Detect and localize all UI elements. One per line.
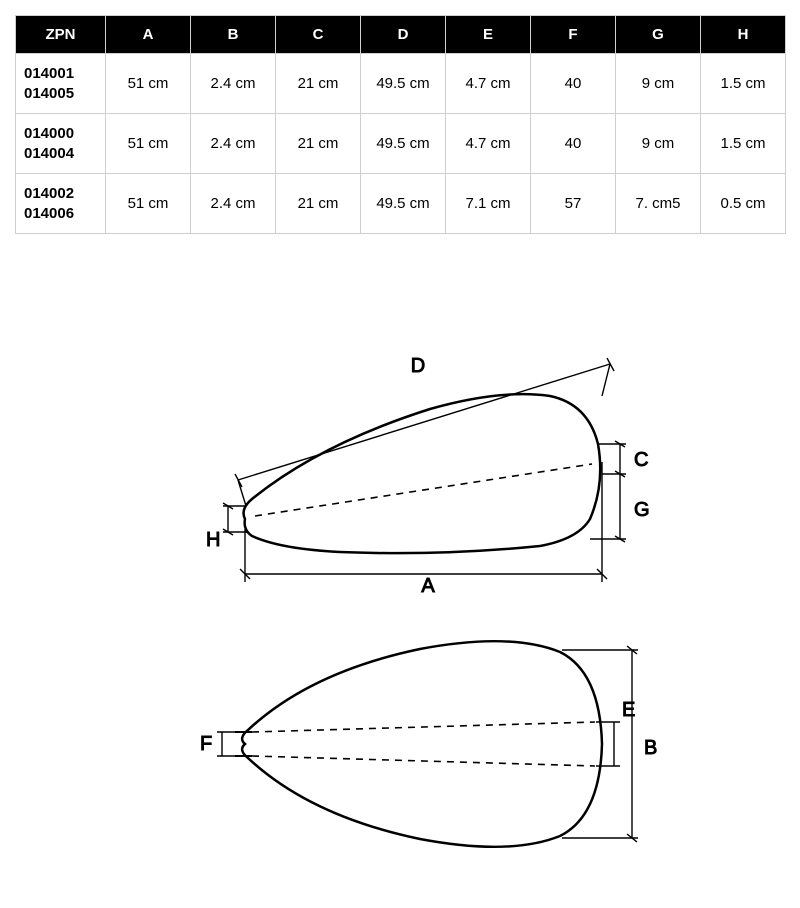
value-cell: 1.5 cm <box>701 114 786 174</box>
value-cell: 7.1 cm <box>446 174 531 234</box>
side-view: D A C <box>206 355 650 597</box>
value-cell: 21 cm <box>276 54 361 114</box>
col-header: F <box>531 16 616 54</box>
col-header: ZPN <box>16 16 106 54</box>
value-cell: 4.7 cm <box>446 114 531 174</box>
label-f: F <box>200 733 212 755</box>
col-header: B <box>191 16 276 54</box>
value-cell: 0.5 cm <box>701 174 786 234</box>
label-d: D <box>411 355 425 377</box>
diagram-svg: D A C <box>140 334 660 874</box>
label-h: H <box>206 529 220 551</box>
value-cell: 21 cm <box>276 114 361 174</box>
label-b: B <box>644 737 657 759</box>
value-cell: 2.4 cm <box>191 54 276 114</box>
label-e: E <box>622 699 635 721</box>
zpn-cell: 014000014004 <box>16 114 106 174</box>
col-header: D <box>361 16 446 54</box>
label-c: C <box>634 449 648 471</box>
table-head: ZPN A B C D E F G H <box>16 16 786 54</box>
label-a: A <box>421 575 435 597</box>
col-header: H <box>701 16 786 54</box>
value-cell: 40 <box>531 114 616 174</box>
table-row: 014002014006 51 cm 2.4 cm 21 cm 49.5 cm … <box>16 174 786 234</box>
top-view: B E F <box>200 641 657 847</box>
table-row: 014000014004 51 cm 2.4 cm 21 cm 49.5 cm … <box>16 114 786 174</box>
value-cell: 2.4 cm <box>191 174 276 234</box>
value-cell: 51 cm <box>106 114 191 174</box>
value-cell: 49.5 cm <box>361 114 446 174</box>
dimensions-table: ZPN A B C D E F G H 014001014005 51 cm 2… <box>15 15 786 234</box>
col-header: E <box>446 16 531 54</box>
table-body: 014001014005 51 cm 2.4 cm 21 cm 49.5 cm … <box>16 54 786 234</box>
zpn-cell: 014002014006 <box>16 174 106 234</box>
zpn-cell: 014001014005 <box>16 54 106 114</box>
value-cell: 51 cm <box>106 54 191 114</box>
value-cell: 4.7 cm <box>446 54 531 114</box>
value-cell: 40 <box>531 54 616 114</box>
dimension-diagram: D A C <box>15 334 785 874</box>
table-row: 014001014005 51 cm 2.4 cm 21 cm 49.5 cm … <box>16 54 786 114</box>
value-cell: 1.5 cm <box>701 54 786 114</box>
value-cell: 9 cm <box>616 54 701 114</box>
value-cell: 49.5 cm <box>361 54 446 114</box>
value-cell: 9 cm <box>616 114 701 174</box>
col-header: C <box>276 16 361 54</box>
col-header: A <box>106 16 191 54</box>
value-cell: 21 cm <box>276 174 361 234</box>
value-cell: 57 <box>531 174 616 234</box>
value-cell: 2.4 cm <box>191 114 276 174</box>
value-cell: 51 cm <box>106 174 191 234</box>
col-header: G <box>616 16 701 54</box>
label-g: G <box>634 499 650 521</box>
value-cell: 49.5 cm <box>361 174 446 234</box>
value-cell: 7. cm5 <box>616 174 701 234</box>
